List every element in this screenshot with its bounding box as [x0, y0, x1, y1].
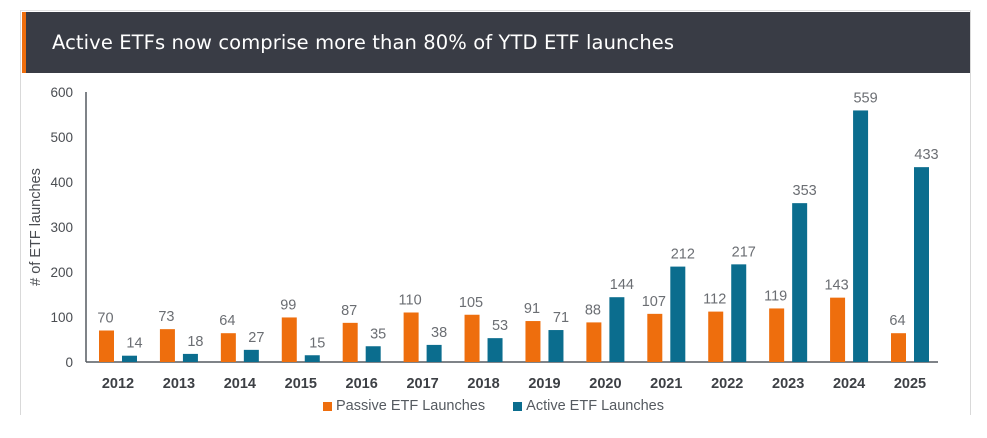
- data-label-passive-2024: 143: [824, 278, 848, 294]
- data-label-active-2016: 35: [370, 326, 386, 342]
- data-label-active-2025: 433: [914, 147, 938, 163]
- bar-active-2013: [182, 353, 198, 362]
- data-label-active-2013: 18: [187, 334, 203, 350]
- data-label-active-2023: 353: [793, 183, 817, 199]
- bar-passive-2023: [769, 308, 785, 362]
- bar-passive-2013: [159, 329, 175, 362]
- title-bar: Active ETFs now comprise more than 80% o…: [22, 12, 970, 73]
- chart-card: [20, 10, 971, 415]
- bar-passive-2015: [281, 317, 297, 362]
- y-tick-label: 400: [50, 175, 73, 190]
- legend-label-active: Active ETF Launches: [526, 398, 664, 414]
- bar-active-2016: [365, 346, 381, 362]
- x-tick-label: 2022: [711, 376, 743, 392]
- y-axis-title: # of ETF launches: [28, 168, 44, 286]
- data-label-active-2014: 27: [248, 330, 264, 346]
- bar-active-2022: [731, 264, 747, 362]
- bar-active-2015: [304, 355, 320, 362]
- data-label-active-2017: 38: [431, 325, 447, 341]
- bar-passive-2012: [99, 330, 114, 362]
- bar-passive-2024: [830, 297, 846, 362]
- data-label-active-2012: 14: [126, 336, 142, 352]
- bar-passive-2021: [647, 313, 663, 362]
- bar-active-2024: [853, 110, 869, 362]
- data-label-active-2015: 15: [309, 335, 325, 351]
- title-accent-stripe: [22, 12, 26, 73]
- bar-active-2018: [487, 338, 503, 362]
- x-tick-label: 2015: [285, 376, 317, 392]
- data-label-passive-2021: 107: [642, 294, 666, 310]
- bar-passive-2022: [708, 311, 724, 362]
- bar-passive-2014: [220, 333, 236, 362]
- bar-active-2025: [914, 167, 929, 362]
- data-label-passive-2022: 112: [703, 292, 726, 308]
- data-label-passive-2015: 99: [280, 297, 296, 313]
- x-tick-label: 2013: [163, 376, 195, 392]
- bar-passive-2025: [891, 333, 906, 362]
- data-label-passive-2019: 91: [524, 301, 540, 317]
- legend-item-passive: Passive ETF Launches: [323, 398, 485, 414]
- x-tick-label: 2020: [589, 376, 621, 392]
- x-tick-label: 2012: [102, 376, 134, 392]
- y-tick-label: 200: [50, 265, 73, 280]
- data-label-active-2018: 53: [492, 318, 508, 334]
- bar-active-2021: [670, 266, 686, 362]
- data-label-active-2024: 559: [853, 90, 877, 106]
- y-tick-label: 300: [50, 220, 73, 235]
- x-tick-label: 2024: [833, 376, 865, 392]
- x-tick-label: 2019: [528, 376, 560, 392]
- data-label-passive-2023: 119: [764, 288, 787, 304]
- bar-passive-2019: [525, 321, 541, 362]
- data-label-passive-2013: 73: [158, 309, 174, 325]
- data-label-passive-2025: 64: [889, 313, 905, 329]
- bar-passive-2018: [464, 314, 480, 362]
- legend: Passive ETF Launches Active ETF Launches: [0, 398, 987, 415]
- x-tick-label: 2025: [894, 376, 926, 392]
- legend-swatch-passive: [323, 401, 333, 411]
- bar-passive-2020: [586, 322, 602, 362]
- bar-active-2023: [792, 203, 808, 362]
- y-tick-label: 600: [50, 85, 73, 100]
- data-label-active-2021: 212: [671, 247, 695, 263]
- bar-active-2017: [426, 344, 442, 362]
- y-tick-label: 500: [50, 130, 73, 145]
- bar-active-2014: [243, 349, 259, 362]
- data-label-passive-2020: 88: [585, 302, 601, 318]
- bar-passive-2017: [403, 312, 419, 362]
- data-label-active-2022: 217: [732, 244, 756, 260]
- bar-active-2012: [122, 355, 137, 362]
- bar-active-2020: [609, 297, 625, 362]
- x-tick-label: 2017: [406, 376, 438, 392]
- data-label-passive-2018: 105: [459, 295, 483, 311]
- data-label-passive-2017: 110: [399, 293, 422, 309]
- chart-title: Active ETFs now comprise more than 80% o…: [52, 31, 675, 54]
- data-label-passive-2016: 87: [341, 303, 357, 319]
- bar-active-2019: [548, 330, 564, 362]
- x-tick-label: 2023: [772, 376, 804, 392]
- x-tick-label: 2021: [650, 376, 682, 392]
- y-tick-label: 100: [50, 310, 73, 325]
- legend-swatch-active: [513, 401, 523, 411]
- legend-label-passive: Passive ETF Launches: [336, 398, 486, 414]
- data-label-active-2019: 71: [553, 310, 569, 326]
- x-tick-label: 2018: [467, 376, 499, 392]
- x-tick-label: 2014: [224, 376, 256, 392]
- x-tick-label: 2016: [346, 376, 378, 392]
- data-label-active-2020: 144: [610, 277, 634, 293]
- bar-passive-2016: [342, 322, 358, 362]
- legend-item-active: Active ETF Launches: [513, 398, 664, 414]
- data-label-passive-2014: 64: [219, 313, 235, 329]
- data-label-passive-2012: 70: [97, 311, 113, 327]
- y-tick-label: 0: [65, 355, 73, 370]
